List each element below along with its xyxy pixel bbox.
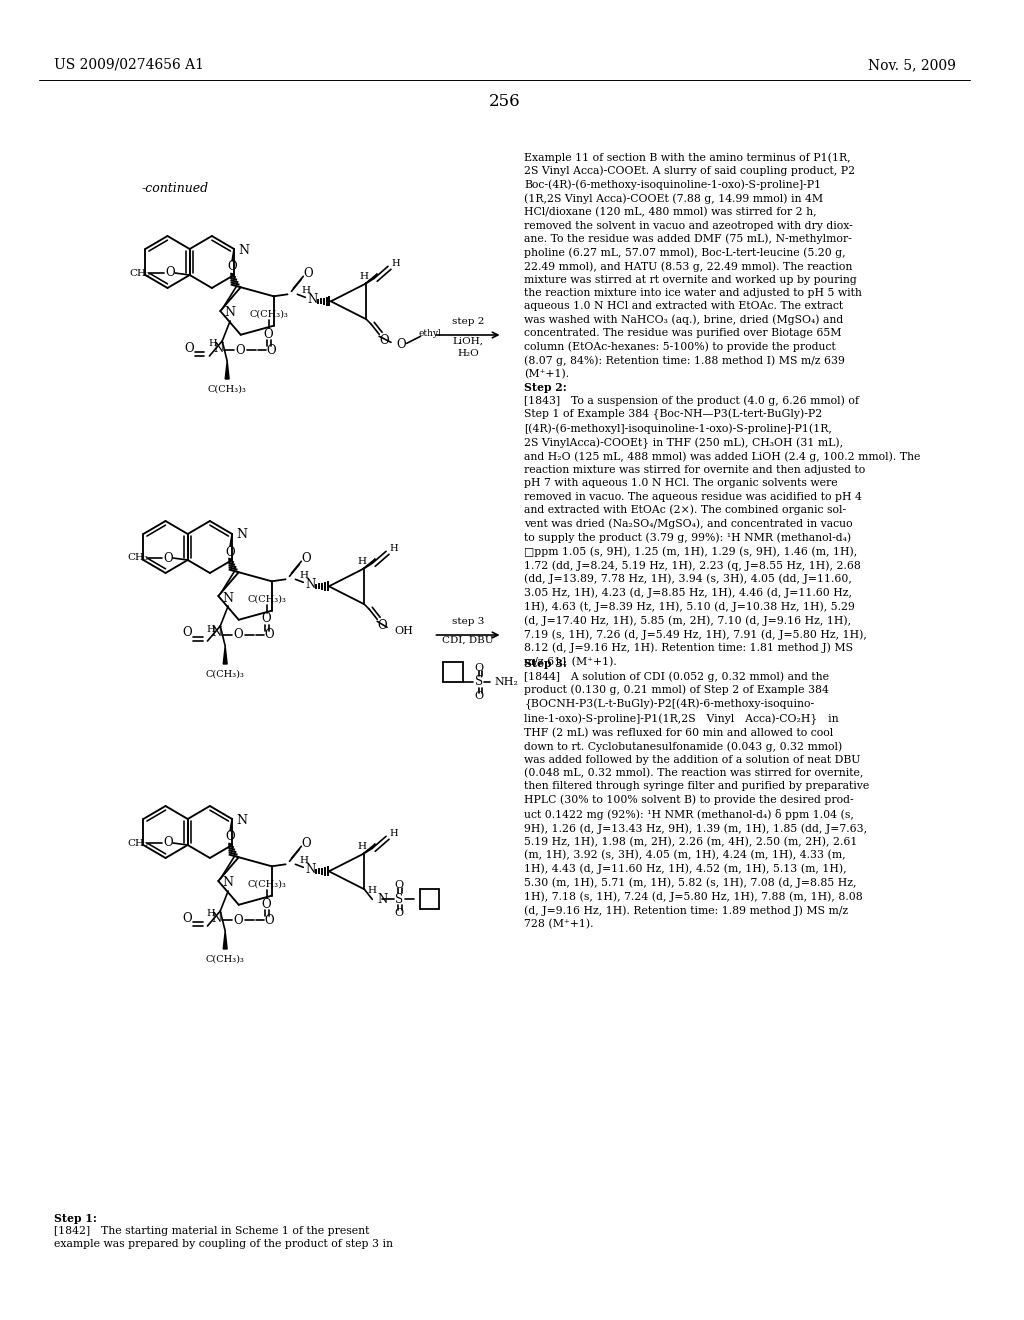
Text: O: O — [225, 830, 234, 843]
Text: H: H — [208, 339, 217, 348]
Text: H: H — [300, 855, 309, 865]
Text: N: N — [236, 813, 247, 826]
Text: LiOH,: LiOH, — [453, 337, 483, 346]
Text: CH₃: CH₃ — [129, 268, 150, 277]
Text: N: N — [211, 627, 221, 639]
Text: O: O — [225, 545, 234, 558]
Text: H: H — [358, 842, 367, 851]
Text: N: N — [236, 528, 247, 541]
Text: O: O — [233, 913, 243, 927]
Polygon shape — [223, 931, 227, 949]
Text: CH₃: CH₃ — [127, 838, 147, 847]
Text: C(CH₃)₃: C(CH₃)₃ — [206, 954, 245, 964]
Text: O: O — [474, 690, 483, 701]
Text: O: O — [265, 913, 274, 927]
Text: H: H — [389, 829, 398, 838]
Text: [1844] A solution of CDI (0.052 g, 0.32 mmol) and the
product (0.130 g, 0.21 mmo: [1844] A solution of CDI (0.052 g, 0.32 … — [524, 671, 869, 929]
Text: H: H — [358, 557, 367, 566]
Polygon shape — [365, 273, 378, 284]
Text: O: O — [394, 880, 403, 890]
Text: step 3: step 3 — [452, 616, 484, 626]
Text: C(CH₃)₃: C(CH₃)₃ — [206, 669, 245, 678]
Text: [1842] The starting material in Scheme 1 of the present
example was prepared by : [1842] The starting material in Scheme 1… — [54, 1226, 393, 1249]
Text: [1843] To a suspension of the product (4.0 g, 6.26 mmol) of
Step 1 of Example 38: [1843] To a suspension of the product (4… — [524, 395, 921, 667]
Polygon shape — [225, 360, 229, 379]
Polygon shape — [223, 645, 227, 664]
Text: N: N — [222, 876, 233, 890]
Text: O: O — [301, 837, 311, 850]
Text: O: O — [266, 343, 276, 356]
Text: O: O — [394, 908, 403, 919]
Text: N: N — [238, 243, 249, 256]
Text: N: N — [305, 578, 315, 591]
Text: N: N — [211, 912, 221, 924]
Text: 256: 256 — [488, 94, 520, 111]
Text: O: O — [182, 627, 191, 639]
Text: O: O — [262, 612, 271, 626]
Text: O: O — [303, 267, 313, 280]
Text: C(CH₃)₃: C(CH₃)₃ — [247, 594, 286, 603]
Text: Step 3:: Step 3: — [524, 657, 567, 669]
Text: N: N — [213, 342, 223, 355]
Text: O: O — [233, 628, 243, 642]
Text: O: O — [163, 552, 173, 565]
Text: O: O — [301, 552, 311, 565]
Text: H: H — [302, 286, 310, 294]
Text: N: N — [222, 591, 233, 605]
Text: O: O — [262, 898, 271, 911]
Text: Step 1:: Step 1: — [54, 1213, 97, 1224]
Text: Nov. 5, 2009: Nov. 5, 2009 — [868, 58, 955, 73]
Text: N: N — [224, 306, 236, 319]
Text: CDI, DBU: CDI, DBU — [442, 635, 494, 644]
Text: O: O — [165, 267, 175, 280]
Text: H: H — [368, 886, 377, 895]
Text: OH: OH — [394, 626, 413, 636]
Text: O: O — [379, 334, 389, 347]
Text: O: O — [184, 342, 194, 355]
Text: N: N — [377, 892, 387, 906]
Polygon shape — [362, 843, 376, 854]
Text: O: O — [377, 619, 387, 632]
Text: O: O — [227, 260, 237, 273]
Polygon shape — [362, 558, 376, 569]
Text: H: H — [300, 570, 309, 579]
Text: CH₃: CH₃ — [127, 553, 147, 562]
Text: O: O — [265, 628, 274, 642]
Text: H: H — [391, 259, 400, 268]
Text: C(CH₃)₃: C(CH₃)₃ — [208, 384, 247, 393]
Text: -continued: -continued — [141, 181, 209, 194]
Text: Step 2:: Step 2: — [524, 381, 567, 393]
Text: S: S — [475, 676, 482, 689]
Text: NH₂: NH₂ — [495, 677, 518, 686]
Text: step 2: step 2 — [452, 317, 484, 326]
Text: N: N — [305, 863, 315, 875]
Text: US 2009/0274656 A1: US 2009/0274656 A1 — [54, 58, 204, 73]
Text: S: S — [395, 892, 402, 906]
Text: H₂O: H₂O — [457, 348, 479, 358]
Text: C(CH₃)₃: C(CH₃)₃ — [249, 309, 288, 318]
Text: N: N — [307, 293, 317, 306]
Text: Example 11 of section B with the amino terminus of P1(1R,
2S Vinyl Acca)-COOEt. : Example 11 of section B with the amino t… — [524, 152, 862, 379]
Text: H: H — [206, 624, 215, 634]
Text: C(CH₃)₃: C(CH₃)₃ — [247, 879, 286, 888]
Text: O: O — [264, 327, 273, 341]
Text: H: H — [206, 909, 215, 919]
Text: O: O — [474, 663, 483, 673]
Text: O: O — [236, 343, 245, 356]
Text: ethyl: ethyl — [419, 329, 441, 338]
Text: O: O — [163, 837, 173, 850]
Text: H: H — [389, 544, 398, 553]
Text: O: O — [396, 338, 406, 351]
Text: H: H — [359, 272, 369, 281]
Text: O: O — [182, 912, 191, 924]
